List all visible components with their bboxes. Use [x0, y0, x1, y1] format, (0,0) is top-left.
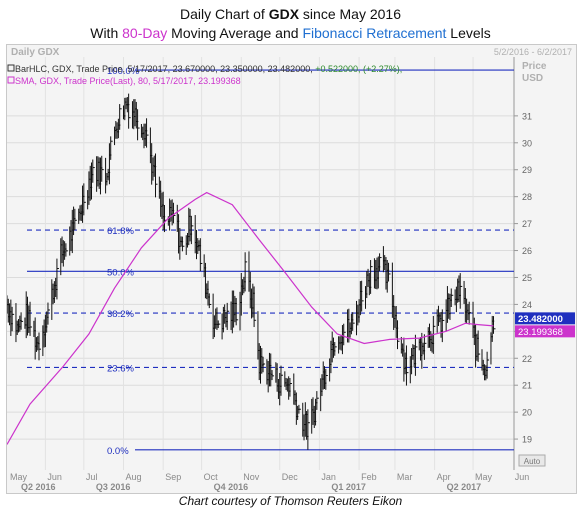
- x-month-label: Mar: [397, 472, 413, 482]
- x-quarter-label: Q2 2016: [21, 482, 56, 492]
- title-prefix: Daily Chart of: [180, 6, 269, 22]
- y-tick-label: 21: [522, 381, 532, 391]
- fib-level-label: 61.8%: [107, 226, 134, 237]
- x-quarter-label: Q3 2016: [96, 482, 131, 492]
- fib-level-label: 38.2%: [107, 309, 134, 320]
- y-axis-currency: USD: [522, 73, 543, 84]
- y-tick-label: 29: [522, 165, 532, 175]
- y-tick-label: 20: [522, 408, 532, 418]
- x-month-label: Oct: [204, 472, 219, 482]
- y-axis-title: Price: [522, 61, 547, 72]
- legend-bar-swatch: [7, 64, 15, 72]
- sma-line: [7, 191, 494, 445]
- panel-name: Daily GDX: [11, 47, 60, 58]
- chart-subtitle: With 80-Day Moving Average and Fibonacci…: [0, 25, 581, 41]
- y-tick-label: 24: [522, 300, 532, 310]
- fib-level-label: 0.0%: [107, 446, 129, 457]
- x-month-label: May: [10, 472, 28, 482]
- y-tick-label: 22: [522, 354, 532, 364]
- x-month-label: Apr: [437, 472, 451, 482]
- x-month-label: Nov: [243, 472, 260, 482]
- subtitle-mid: Moving Average and: [167, 25, 303, 41]
- auto-scale-box: [518, 454, 546, 467]
- title-suffix: since May 2016: [299, 6, 401, 22]
- auto-scale-label: Auto: [524, 457, 541, 466]
- fib-level-label: 100.0%: [107, 66, 140, 77]
- x-month-label: May: [475, 472, 493, 482]
- x-month-label: Jan: [321, 472, 336, 482]
- y-tick-label: 28: [522, 192, 532, 202]
- y-tick-label: 31: [522, 111, 532, 121]
- subtitle-ma: 80-Day: [122, 25, 168, 41]
- x-month-label: Jul: [86, 472, 98, 482]
- y-tick-label: 19: [522, 435, 532, 445]
- legend-bar-change: +0.522000, (+2.27%),: [315, 64, 402, 74]
- last-sma-box: [515, 325, 575, 338]
- x-month-label: Feb: [361, 472, 377, 482]
- y-tick-label: 26: [522, 246, 532, 256]
- legend-sma-swatch: [7, 76, 15, 84]
- x-month-label: Aug: [126, 472, 142, 482]
- chart-caption: Chart courtesy of Thomson Reuters Eikon: [178, 494, 403, 508]
- y-tick-label: 25: [522, 273, 532, 283]
- last-price-box: [515, 312, 575, 325]
- x-quarter-label: Q2 2017: [447, 482, 482, 492]
- last-price-label: 23.482000: [518, 314, 563, 325]
- fib-level-label: 23.6%: [107, 363, 134, 374]
- x-month-label: Sep: [165, 472, 181, 482]
- chart-title: Daily Chart of GDX since May 2016: [0, 6, 581, 22]
- panel-date-range: 5/2/2016 - 6/2/2017: [494, 47, 572, 57]
- subtitle-suffix: Levels: [446, 25, 491, 41]
- subtitle-fib: Fibonacci Retracement: [302, 25, 447, 41]
- fib-level-label: 50.0%: [107, 267, 134, 278]
- x-month-label: Dec: [282, 472, 299, 482]
- x-quarter-label: Q4 2016: [214, 482, 249, 492]
- y-tick-label: 30: [522, 138, 532, 148]
- x-month-label: Jun: [515, 472, 530, 482]
- title-ticker: GDX: [268, 6, 300, 22]
- subtitle-prefix: With: [90, 25, 123, 41]
- last-sma-label: 23.199368: [518, 327, 563, 338]
- legend-bar-series: BarHLC, GDX, Trade Price, 5/17/2017, 23.…: [15, 64, 402, 74]
- x-month-label: Jun: [47, 472, 62, 482]
- y-tick-label: 27: [522, 219, 532, 229]
- legend-sma-series: SMA, GDX, Trade Price(Last), 80, 5/17/20…: [15, 76, 241, 86]
- x-quarter-label: Q1 2017: [331, 482, 366, 492]
